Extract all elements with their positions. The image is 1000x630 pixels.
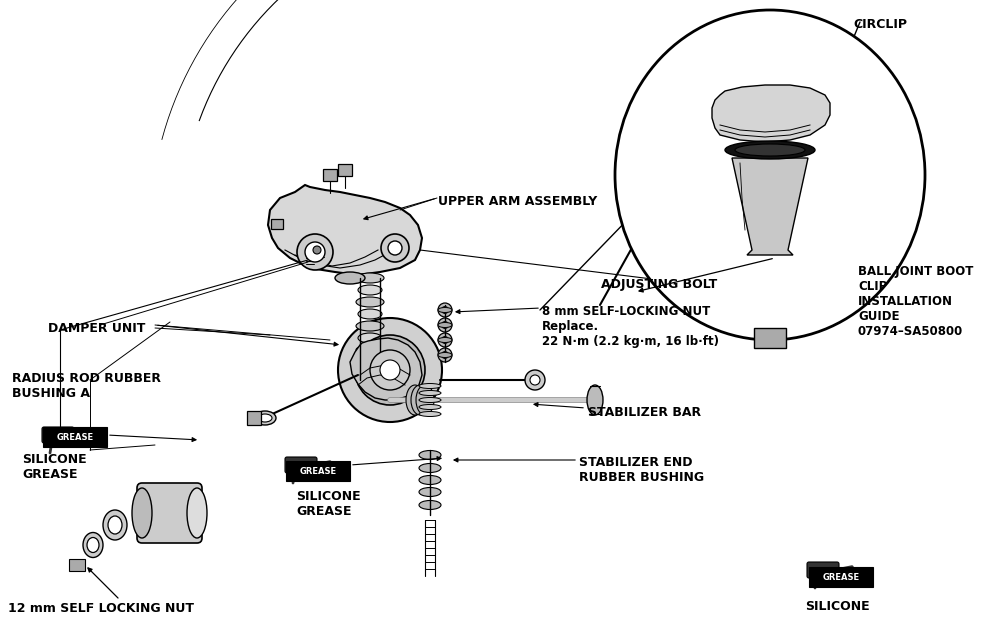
FancyBboxPatch shape xyxy=(338,164,352,176)
Text: ADJUSTING BOLT: ADJUSTING BOLT xyxy=(601,278,717,291)
FancyBboxPatch shape xyxy=(43,427,107,447)
FancyBboxPatch shape xyxy=(271,219,283,229)
Circle shape xyxy=(305,242,325,262)
Text: STABILIZER END
RUBBER BUSHING: STABILIZER END RUBBER BUSHING xyxy=(579,456,704,484)
Polygon shape xyxy=(732,158,808,255)
Ellipse shape xyxy=(411,385,429,415)
Circle shape xyxy=(442,307,448,314)
Ellipse shape xyxy=(358,333,382,343)
Ellipse shape xyxy=(419,384,441,389)
Ellipse shape xyxy=(254,411,276,425)
Circle shape xyxy=(438,303,452,317)
Text: CIRCLIP: CIRCLIP xyxy=(853,18,907,31)
Circle shape xyxy=(438,333,452,347)
Ellipse shape xyxy=(419,476,441,484)
FancyBboxPatch shape xyxy=(137,483,202,543)
Ellipse shape xyxy=(356,297,384,307)
Ellipse shape xyxy=(416,385,434,415)
Ellipse shape xyxy=(187,488,207,538)
FancyBboxPatch shape xyxy=(286,461,350,481)
Ellipse shape xyxy=(356,273,384,283)
Polygon shape xyxy=(268,185,422,275)
Ellipse shape xyxy=(419,391,441,396)
Text: DAMPER UNIT: DAMPER UNIT xyxy=(48,322,145,335)
Ellipse shape xyxy=(438,353,452,357)
Circle shape xyxy=(338,318,442,422)
FancyBboxPatch shape xyxy=(42,427,74,443)
Ellipse shape xyxy=(587,385,603,415)
Ellipse shape xyxy=(615,10,925,340)
Text: STABILIZER BAR: STABILIZER BAR xyxy=(588,406,701,419)
Ellipse shape xyxy=(419,398,441,403)
Ellipse shape xyxy=(108,516,122,534)
Ellipse shape xyxy=(419,500,441,510)
Circle shape xyxy=(525,370,545,390)
Circle shape xyxy=(380,360,400,380)
Text: GREASE: GREASE xyxy=(822,573,860,581)
Ellipse shape xyxy=(103,510,127,540)
Text: SILICONE
GREASE: SILICONE GREASE xyxy=(296,490,361,518)
Circle shape xyxy=(381,234,409,262)
Ellipse shape xyxy=(725,141,815,159)
Circle shape xyxy=(438,348,452,362)
Circle shape xyxy=(388,241,402,255)
Circle shape xyxy=(442,352,448,358)
FancyBboxPatch shape xyxy=(754,328,786,348)
Polygon shape xyxy=(712,85,830,142)
Ellipse shape xyxy=(356,345,384,355)
Circle shape xyxy=(370,350,410,390)
Circle shape xyxy=(530,375,540,385)
Text: RADIUS ROD RUBBER
BUSHING A: RADIUS ROD RUBBER BUSHING A xyxy=(12,372,161,400)
Text: BALL JOINT BOOT
CLIP
INSTALLATION
GUIDE
07974–SA50800: BALL JOINT BOOT CLIP INSTALLATION GUIDE … xyxy=(858,265,973,338)
Ellipse shape xyxy=(356,321,384,331)
Ellipse shape xyxy=(419,464,441,472)
Text: GREASE: GREASE xyxy=(56,433,94,442)
Ellipse shape xyxy=(335,272,365,284)
FancyBboxPatch shape xyxy=(807,562,839,578)
Circle shape xyxy=(442,321,448,328)
Circle shape xyxy=(355,335,425,405)
Ellipse shape xyxy=(438,338,452,343)
Text: SILICONE
GREASE: SILICONE GREASE xyxy=(22,453,87,481)
Ellipse shape xyxy=(419,488,441,496)
Ellipse shape xyxy=(735,144,805,156)
Ellipse shape xyxy=(83,532,103,558)
Ellipse shape xyxy=(358,309,382,319)
Text: SILICONE: SILICONE xyxy=(805,600,870,613)
Ellipse shape xyxy=(438,307,452,312)
FancyBboxPatch shape xyxy=(69,559,85,571)
Circle shape xyxy=(313,246,321,254)
Ellipse shape xyxy=(419,411,441,416)
Circle shape xyxy=(438,318,452,332)
Text: GREASE: GREASE xyxy=(299,466,337,476)
FancyBboxPatch shape xyxy=(247,411,261,425)
Ellipse shape xyxy=(406,385,424,415)
FancyBboxPatch shape xyxy=(809,567,873,587)
Ellipse shape xyxy=(132,488,152,538)
Text: 8 mm SELF-LOCKING NUT
Replace.
22 N·m (2.2 kg·m, 16 lb·ft): 8 mm SELF-LOCKING NUT Replace. 22 N·m (2… xyxy=(542,305,719,348)
Text: UPPER ARM ASSEMBLY: UPPER ARM ASSEMBLY xyxy=(438,195,597,208)
Ellipse shape xyxy=(438,323,452,328)
Text: 12 mm SELF LOCKING NUT: 12 mm SELF LOCKING NUT xyxy=(8,602,194,615)
FancyBboxPatch shape xyxy=(285,457,317,473)
Ellipse shape xyxy=(358,285,382,295)
Ellipse shape xyxy=(419,450,441,459)
Ellipse shape xyxy=(419,404,441,410)
Ellipse shape xyxy=(87,537,99,553)
Ellipse shape xyxy=(258,414,272,422)
Circle shape xyxy=(297,234,333,270)
FancyBboxPatch shape xyxy=(323,169,337,181)
Circle shape xyxy=(442,336,448,343)
Polygon shape xyxy=(350,338,422,400)
